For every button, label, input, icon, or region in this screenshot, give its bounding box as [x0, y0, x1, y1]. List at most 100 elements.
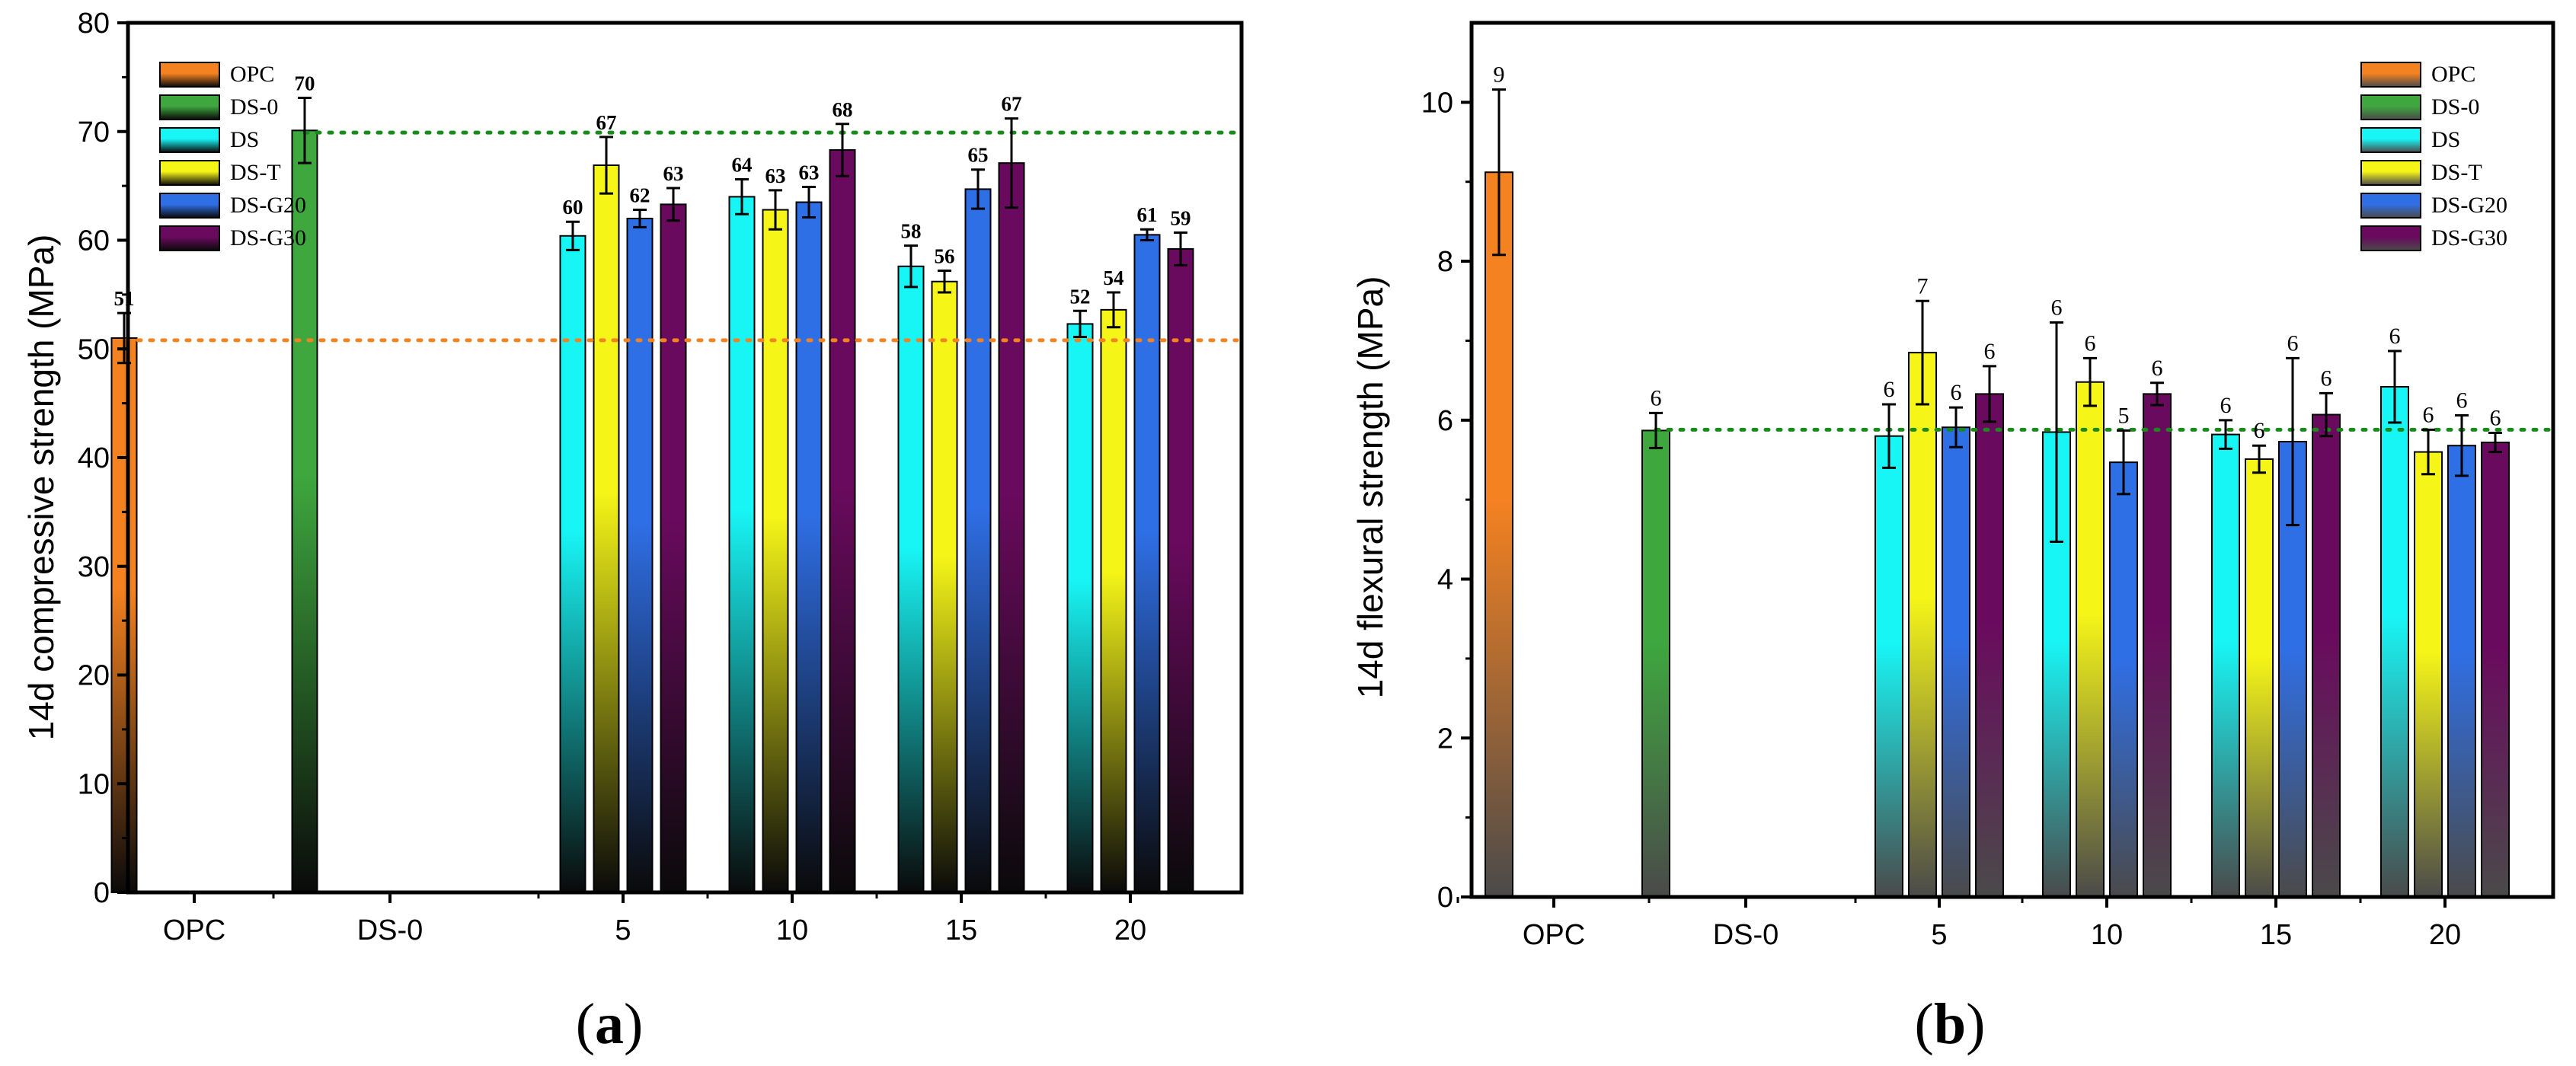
b-y-tick-label: 2: [1437, 723, 1453, 755]
a-bar-15-ds-g20: [964, 188, 992, 894]
b-legend-swatch-ds-t: [2360, 160, 2421, 186]
a-bar-10-ds-g20-error: [802, 186, 816, 219]
panel-b-error-bars: [1492, 88, 2502, 543]
b-bar-15-ds-g20-label: 6: [2287, 330, 2299, 356]
b-legend-entry-opc: OPC: [2360, 62, 2475, 88]
b-y-tick-label: 0: [1437, 882, 1453, 914]
a-bar-opc-opc-label: 51: [114, 287, 135, 310]
b-bar-10-ds-label: 6: [2051, 295, 2063, 320]
b-bar-20-ds-g30-error: [2488, 432, 2502, 454]
b-bar-5-ds-g20-error: [1949, 406, 1963, 448]
a-bar-5-ds-g30: [660, 203, 687, 893]
a-legend-entry-ds-0: DS-0: [159, 94, 278, 120]
a-y-tick-label: 20: [78, 660, 110, 692]
b-bar-20-ds-t-error: [2421, 428, 2435, 476]
a-bar-15-ds-t: [931, 280, 958, 893]
b-legend-entry-ds-g30: DS-G30: [2360, 225, 2507, 251]
a-bar-15-ds-error: [904, 244, 918, 289]
b-legend-swatch-ds-0: [2360, 94, 2421, 120]
a-legend-label-ds-g20: DS-G20: [230, 193, 306, 218]
b-y-tick-label: 6: [1437, 405, 1453, 437]
a-bar-5-ds-t: [593, 164, 620, 893]
a-bar-10-ds-g30-error: [836, 123, 849, 177]
b-legend-swatch-ds-g20: [2360, 193, 2421, 219]
b-plot-frame: [1469, 21, 2555, 899]
panel-b-bars: [1485, 171, 2510, 898]
b-legend-entry-ds-t: DS-T: [2360, 160, 2482, 186]
b-x-tick-label-opc: OPC: [1523, 919, 1585, 951]
a-y-tick-label: 30: [78, 551, 110, 583]
a-bar-5-ds-g30-label: 63: [663, 162, 684, 185]
a-bar-5-ds-error: [566, 220, 580, 251]
a-legend-label-opc: OPC: [230, 62, 274, 87]
b-bar-5-ds: [1874, 435, 1903, 898]
a-bar-10-ds-g20: [795, 201, 823, 894]
a-y-tick-label: 0: [94, 877, 110, 909]
b-bar-5-ds-g30-error: [1983, 365, 1996, 423]
b-bar-10-ds-g20: [2109, 461, 2138, 898]
a-legend-entry-ds-g30: DS-G30: [159, 225, 306, 251]
panel-b-legend: OPC DS-0 DS DS-T DS-G20 DS-G30: [2360, 62, 2507, 251]
a-bar-20-ds-t: [1100, 308, 1127, 893]
b-legend-entry-ds-0: DS-0: [2360, 94, 2479, 120]
a-bar-10-ds-t-error: [769, 189, 782, 231]
b-bar-20-ds-t: [2414, 451, 2443, 898]
a-bar-20-ds-g30: [1167, 247, 1194, 894]
panel-a-reference-lines: [123, 130, 1239, 343]
a-bar-20-ds-g30-label: 59: [1171, 207, 1191, 230]
b-bar-ds-0-ds-0: [1641, 429, 1670, 898]
b-bar-ds-0-ds-0-label: 6: [1651, 385, 1662, 410]
a-bar-15-ds-t-label: 56: [935, 244, 955, 267]
a-x-tick-label-20: 20: [1114, 914, 1146, 946]
a-legend-swatch-opc: [159, 62, 220, 88]
b-legend-label-ds-t: DS-T: [2431, 160, 2482, 185]
panel-a-legend: OPC DS-0 DS DS-T DS-G20 DS-G30: [159, 62, 306, 251]
a-bar-opc-opc: [110, 337, 138, 894]
a-bar-15-ds-g30-error: [1005, 117, 1018, 209]
b-bar-20-ds-g30-label: 6: [2490, 406, 2501, 431]
a-bar-5-ds-g30-error: [666, 187, 680, 222]
a-legend-entry-ds: DS: [159, 127, 259, 153]
b-bar-15-ds-error: [2219, 419, 2232, 450]
a-bar-10-ds-g20-label: 63: [799, 161, 820, 184]
a-legend-swatch-ds: [159, 127, 220, 153]
b-bar-15-ds-g30: [2312, 413, 2341, 898]
a-bar-20-ds-g30-error: [1174, 231, 1187, 266]
b-bar-10-ds-g20-label: 5: [2118, 403, 2130, 428]
b-x-tick-label-ds-0: DS-0: [1713, 919, 1779, 951]
panel-b-caption-letter: b: [1934, 992, 1966, 1056]
b-bar-10-ds-t-label: 6: [2085, 330, 2096, 356]
a-bar-15-ds-g20-label: 65: [968, 144, 989, 167]
b-bar-5-ds-error: [1882, 403, 1896, 469]
a-bar-ds-0-ds-0: [291, 129, 318, 893]
panel-b-y-axis-title: 14d flexural strength (MPa): [1350, 276, 1390, 699]
a-x-tick-label-15: 15: [945, 914, 977, 946]
a-bar-ds-0-ds-0-label: 70: [295, 72, 315, 94]
a-legend-swatch-ds-g20: [159, 193, 220, 219]
b-x-tick-label-10: 10: [2091, 919, 2123, 951]
a-legend-label-ds-t: DS-T: [230, 160, 281, 185]
a-y-tick-label: 40: [78, 442, 110, 474]
b-bar-15-ds-g30-error: [2319, 391, 2333, 438]
a-bar-15-ds-g20-error: [971, 168, 985, 210]
b-legend-label-ds-0: DS-0: [2431, 94, 2479, 120]
a-bar-10-ds-error: [735, 178, 749, 215]
b-legend-label-ds-g30: DS-G30: [2431, 225, 2507, 251]
b-bar-10-ds-error: [2050, 321, 2063, 543]
b-legend-swatch-opc: [2360, 62, 2421, 88]
b-bar-10-ds-g30-error: [2150, 381, 2164, 407]
a-bar-15-ds-g30-label: 67: [1002, 93, 1022, 116]
a-bar-5-ds-label: 60: [563, 196, 583, 219]
a-legend-label-ds-0: DS-0: [230, 94, 278, 120]
b-bar-20-ds-label: 6: [2389, 324, 2401, 349]
b-bar-opc-opc: [1485, 171, 1513, 898]
b-bar-20-ds-g30: [2481, 442, 2510, 898]
a-bar-10-ds-g30-label: 68: [833, 98, 853, 121]
b-bar-10-ds-g20-error: [2117, 429, 2130, 496]
panel-a-caption: (a): [576, 992, 644, 1056]
b-bar-ds-0-ds-0-error: [1649, 411, 1663, 449]
a-legend-entry-ds-t: DS-T: [159, 160, 281, 186]
